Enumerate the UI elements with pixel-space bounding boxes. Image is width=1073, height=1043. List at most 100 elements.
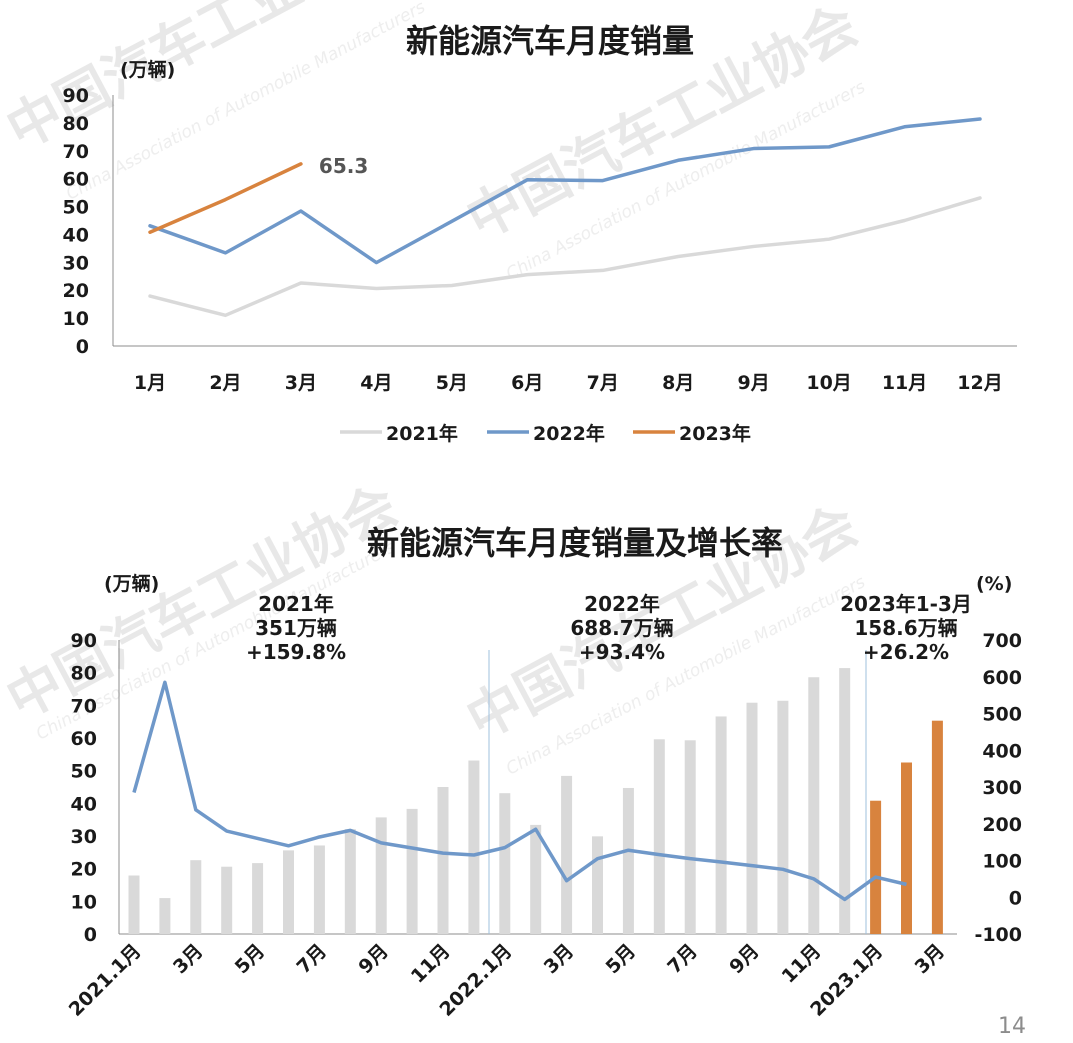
chart2-bar [653,739,665,934]
chart1-x-tick-label: 12月 [957,372,1002,394]
chart2-bar [190,860,202,934]
chart2-annotation-line: 2023年1-3月 [840,592,972,616]
chart1-series-line-0 [148,196,982,318]
chart1-x-tick-label: 1月 [134,372,166,394]
chart2-bar [128,875,140,934]
chart1-y-tick-label: 70 [63,141,89,163]
chart2-bar [684,740,696,934]
chart2-bar [808,677,820,934]
chart1-x-tick-label: 10月 [806,372,851,394]
chart2-bar [499,793,511,934]
chart2-annotation-line: 688.7万辆 [570,616,673,640]
chart1-x-tick-label: 7月 [587,372,619,394]
chart2-y-left-tick-label: 90 [71,630,97,652]
chart2-y-left-tick-label: 70 [71,695,97,717]
chart2-y-right-tick-label: 0 [1009,887,1022,909]
chart2-bar [468,760,480,934]
page-number: 14 [998,1014,1026,1039]
chart2-bar [252,863,264,934]
chart1-y-tick-label: 40 [63,224,89,246]
chart2-y-left-tick-label: 40 [71,793,97,815]
chart2-annotation-line: 158.6万辆 [854,616,957,640]
chart2-y-left-tick-label: 50 [71,761,97,783]
chart1-y-tick-label: 20 [63,280,89,302]
chart2-x-tick-label: 5月 [231,940,269,978]
chart2-bar [375,817,387,934]
chart1-data-label-last: 65.3 [319,154,368,178]
chart2-y-right-tick-label: 200 [982,814,1022,836]
chart2-x-tick-label: 5月 [602,940,640,978]
chart2-bar [622,787,634,934]
chart2-y-left-tick-label: 80 [71,663,97,685]
chart2-bar [839,668,851,934]
chart2-y-left-tick-label: 0 [84,924,97,946]
chart2-y-left-tick-label: 20 [71,859,97,881]
chart2-x-tick-label: 3月 [169,940,207,978]
chart2-y-left-unit: (万辆) [104,572,159,595]
chart1-legend: 2021年 2022年 2023年 [340,422,751,445]
chart1-y-tick-label: 30 [63,252,89,274]
chart1-y-tick-label: 60 [63,169,89,191]
chart-monthly-sales: 新能源汽车月度销量 (万辆) 0 10 20 30 40 50 60 70 80 90 1月 2月 3… [63,22,1017,445]
chart2-x-tick-label: 9月 [354,940,392,978]
chart1-title: 新能源汽车月度销量 [406,22,694,60]
chart1-x-tick-label: 6月 [511,372,543,394]
chart2-y-left-tick-label: 60 [71,728,97,750]
chart2-y-right-tick-label: -100 [974,924,1022,946]
chart2-bar [159,898,171,934]
chart2-annotation-line: +93.4% [579,640,665,664]
chart2-annotation-line: +159.8% [246,640,346,664]
chart1-y-tick-label: 10 [63,308,89,330]
chart2-bar [437,787,449,934]
chart1-x-tick-label: 11月 [882,372,927,394]
chart2-y-left-tick-label: 10 [71,891,97,913]
chart2-bar [221,866,233,934]
chart1-y-unit: (万辆) [120,58,175,81]
chart2-annotation-line: 351万辆 [255,616,337,640]
chart1-legend-label: 2021年 [386,422,458,445]
chart2-bar [746,702,758,934]
chart2-x-tick-label: 7月 [293,940,331,978]
chart1-y-tick-label: 0 [76,336,89,358]
chart2-x-tick-label: 11月 [778,940,826,988]
chart1-legend-label: 2023年 [679,422,751,445]
chart2-title: 新能源汽车月度销量及增长率 [367,524,783,562]
chart2-bar [406,808,418,934]
chart1-x-tick-label: 2月 [209,372,241,394]
chart1-x-tick-label: 8月 [662,372,694,394]
chart1-y-tick-label: 80 [63,113,89,135]
chart2-y-right-tick-label: 300 [982,777,1022,799]
chart2-bar [870,800,882,934]
chart2-annotation-line: +26.2% [863,640,949,664]
chart1-y-tick-label: 90 [63,85,89,107]
chart2-y-right-tick-label: 500 [982,704,1022,726]
chart1-x-tick-label: 4月 [360,372,392,394]
chart-monthly-sales-growth: 新能源汽车月度销量及增长率 (万辆) (%) 0 10 20 30 40 50 60 70 80… [65,524,1022,1021]
chart2-x-tick-label: 3月 [911,940,949,978]
chart2-bar [283,850,294,934]
chart1-x-tick-label: 3月 [285,372,317,394]
chart1-x-tick-label: 5月 [436,372,468,394]
chart2-bar [901,762,912,934]
chart2-annotation-line: 2021年 [258,592,334,616]
chart1-y-tick-label: 50 [63,197,89,219]
chart2-y-left-tick-label: 30 [71,826,97,848]
chart2-annotation-line: 2022年 [584,592,660,616]
chart2-growth-line [132,680,907,902]
chart2-bar [777,700,789,934]
chart1-x-tick-label: 9月 [738,372,770,394]
chart2-x-tick-label: 2021.1月 [65,940,146,1021]
chart2-bar [561,775,573,934]
chart2-y-right-tick-label: 400 [982,740,1022,762]
chart2-bar [715,716,727,934]
chart2-bar [931,720,943,934]
chart2-x-tick-label: 3月 [540,940,578,978]
chart2-y-right-tick-label: 700 [982,630,1022,652]
chart1-series-line-1 [148,117,982,265]
watermark-cn-3: 中国汽车工业协会 [0,473,408,731]
watermark-cn-1: 中国汽车工业协会 [0,0,408,161]
chart2-y-right-unit: (%) [976,573,1012,595]
chart2-y-right-tick-label: 100 [982,851,1022,873]
